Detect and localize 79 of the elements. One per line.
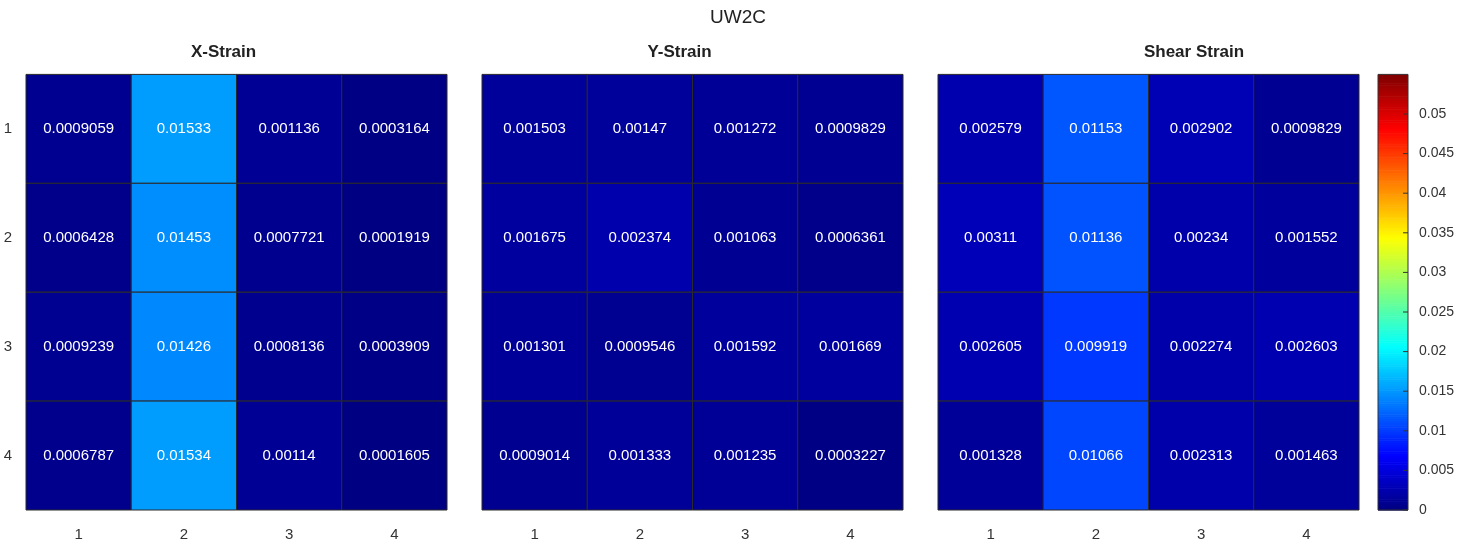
color-bar-label: 0.04 (1419, 184, 1447, 201)
data-label: 0.00147 (612, 118, 667, 136)
y-tick-label: 3 (3, 336, 12, 354)
x-tick-label: 3 (740, 525, 750, 543)
color-bar-label: 0.02 (1419, 342, 1447, 359)
data-label: 0.009919 (1064, 336, 1128, 354)
y-tick-label: 2 (3, 227, 12, 245)
data-label: 0.002902 (1169, 118, 1233, 136)
x-tick-label: 1 (530, 525, 539, 543)
data-label: 0.001552 (1275, 227, 1338, 245)
data-label: 0.01534 (156, 445, 211, 463)
color-bar-label: 0.015 (1419, 382, 1455, 399)
data-label: 0.0006361 (814, 227, 886, 245)
text: UW2C (709, 6, 767, 28)
data-label: 0.002579 (959, 118, 1022, 136)
x-tick-label: 2 (635, 525, 645, 543)
x-tick-label: 4 (1302, 525, 1311, 543)
data-label: 0.002274 (1169, 336, 1233, 354)
data-label: 0.001235 (713, 445, 777, 463)
data-label: 0.0008136 (253, 336, 325, 354)
data-label: 0.001301 (503, 336, 566, 354)
data-label: 0.001136 (258, 118, 320, 136)
data-label: 0.0003164 (358, 118, 430, 136)
data-label: 0.00234 (1174, 227, 1229, 245)
data-label: 0.01426 (156, 336, 211, 354)
chart-title: X-Strain (190, 41, 257, 61)
x-tick-label: 1 (986, 525, 995, 543)
chart-title: Y-Strain (647, 41, 712, 61)
color-bar-label: 0.025 (1419, 302, 1455, 319)
data-label: 0.001592 (713, 336, 777, 354)
data-label: 0.0006428 (43, 227, 115, 245)
data-label: 0.00114 (262, 445, 316, 463)
data-label: 0.002603 (1275, 336, 1338, 354)
data-label: 0.001463 (1275, 445, 1338, 463)
color-bar-label: 0.035 (1419, 223, 1455, 240)
data-label: 0.001063 (713, 227, 777, 245)
data-label: 0.00311 (964, 227, 1018, 245)
x-tick-label: 2 (1091, 525, 1101, 543)
x-tick-label: 3 (284, 525, 294, 543)
data-label: 0.01153 (1069, 118, 1123, 136)
color-bar-label: 0 (1419, 500, 1427, 517)
data-label: 0.0001919 (358, 227, 430, 245)
data-label: 0.0003227 (814, 445, 886, 463)
x-tick-label: 4 (390, 525, 399, 543)
data-label: 0.0009829 (1270, 118, 1342, 136)
data-label: 0.002313 (1169, 445, 1233, 463)
data-label: 0.0009059 (43, 118, 115, 136)
chart-title: Shear Strain (1143, 41, 1245, 61)
data-label: 0.0009546 (604, 336, 676, 354)
y-tick-label: 4 (3, 445, 12, 463)
color-bar-label: 0.005 (1419, 461, 1455, 478)
data-label: 0.0009239 (43, 336, 115, 354)
x-tick-label: 4 (846, 525, 855, 543)
data-label: 0.01533 (156, 118, 211, 136)
data-label: 0.0009014 (499, 445, 571, 463)
data-label: 0.001333 (608, 445, 672, 463)
data-label: 0.01453 (156, 227, 211, 245)
data-label: 0.002605 (959, 336, 1022, 354)
data-label: 0.001669 (819, 336, 882, 354)
data-label: 0.001675 (503, 227, 566, 245)
data-label: 0.0009829 (814, 118, 886, 136)
data-label: 0.0007721 (253, 227, 325, 245)
color-bar-label: 0.045 (1419, 144, 1455, 161)
x-tick-label: 3 (1196, 525, 1206, 543)
data-label: 0.001328 (959, 445, 1022, 463)
data-label: 0.01136 (1069, 227, 1123, 245)
data-label: 0.001503 (503, 118, 566, 136)
data-label: 0.001272 (713, 118, 777, 136)
color-bar-label: 0.03 (1419, 263, 1447, 280)
data-label: 0.0003909 (358, 336, 430, 354)
color-bar-label: 0.05 (1419, 104, 1447, 121)
data-label: 0.01066 (1068, 445, 1123, 463)
y-tick-label: 1 (3, 118, 12, 136)
data-label: 0.0006787 (43, 445, 115, 463)
data-label: 0.0001605 (358, 445, 430, 463)
x-tick-label: 2 (179, 525, 189, 543)
data-label: 0.002374 (608, 227, 672, 245)
color-bar-label: 0.01 (1419, 421, 1447, 438)
x-tick-label: 1 (74, 525, 83, 543)
